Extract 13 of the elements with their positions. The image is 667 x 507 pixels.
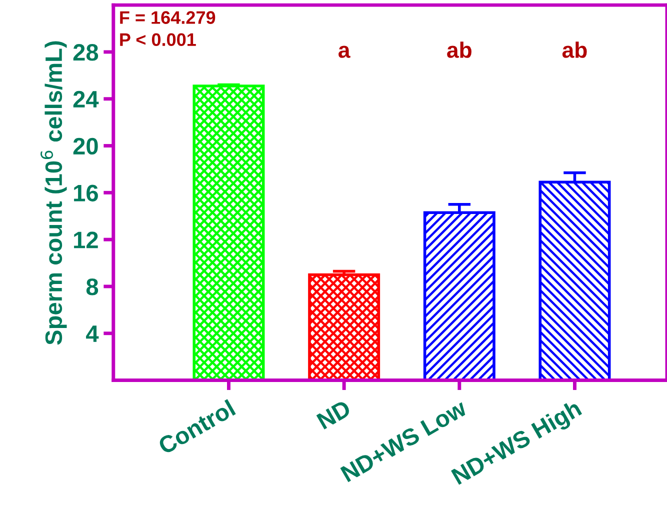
annotation: ab [447, 42, 472, 58]
y-tick-label: 16 [74, 184, 98, 202]
y-tick-label: 24 [73, 90, 99, 108]
y-tick-label: 12 [74, 232, 98, 248]
annotation: ab [562, 42, 587, 58]
y-tick-label: 4 [86, 326, 99, 342]
y-tick-label: 28 [73, 44, 98, 61]
x-tick-label: ND [316, 400, 352, 430]
y-tick-label: 8 [86, 278, 98, 296]
annotation: a [338, 46, 350, 58]
y-tick-label: 20 [73, 138, 98, 155]
y-axis-title: Sperm count (10$^{6}$ cells/mL) [40, 41, 67, 345]
annotation: F = 164.279 P < 0.001 [120, 11, 216, 46]
